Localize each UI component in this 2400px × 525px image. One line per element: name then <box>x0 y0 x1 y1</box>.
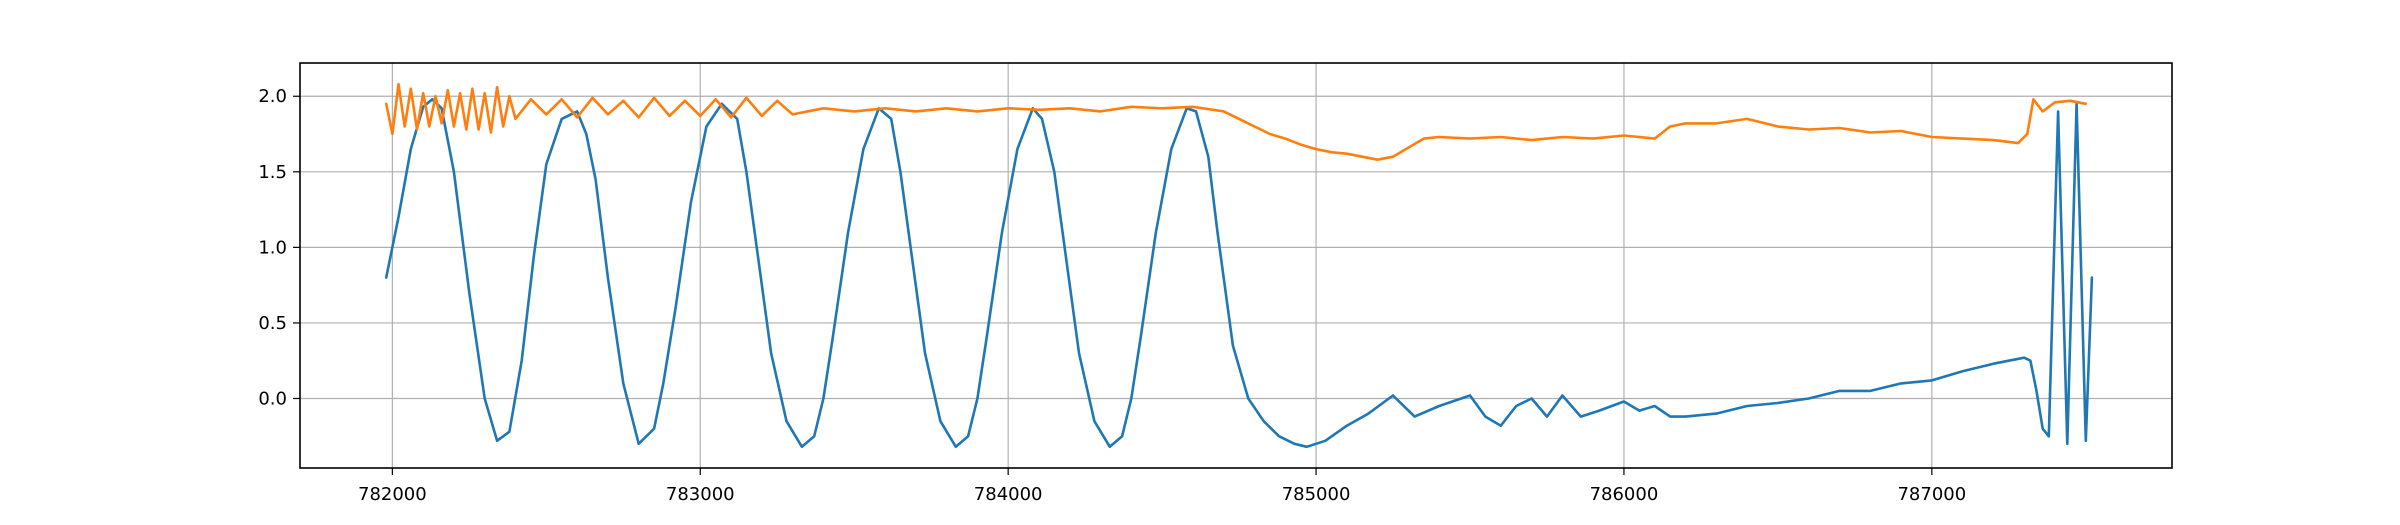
y-tick-label: 1.0 <box>258 237 287 258</box>
blue-series-line <box>384 98 2094 449</box>
x-tick-label: 784000 <box>974 484 1043 505</box>
x-tick-label: 787000 <box>1897 484 1966 505</box>
x-tick-label: 782000 <box>358 484 427 505</box>
axes-frame <box>299 62 2173 469</box>
plot-series <box>384 82 2094 449</box>
x-tick-label: 785000 <box>1282 484 1351 505</box>
x-tick-label: 783000 <box>666 484 735 505</box>
y-tick-label: 0.0 <box>258 388 287 409</box>
axis-ticks: 782000 783000 784000 785000 786000 787000 0.0 0… <box>258 86 1966 505</box>
x-tick-label: 786000 <box>1590 484 1659 505</box>
y-tick-label: 0.5 <box>258 313 287 334</box>
y-tick-label: 2.0 <box>258 86 287 107</box>
grid <box>300 63 2172 468</box>
y-tick-label: 1.5 <box>258 162 287 183</box>
orange-series-line <box>384 82 2088 161</box>
